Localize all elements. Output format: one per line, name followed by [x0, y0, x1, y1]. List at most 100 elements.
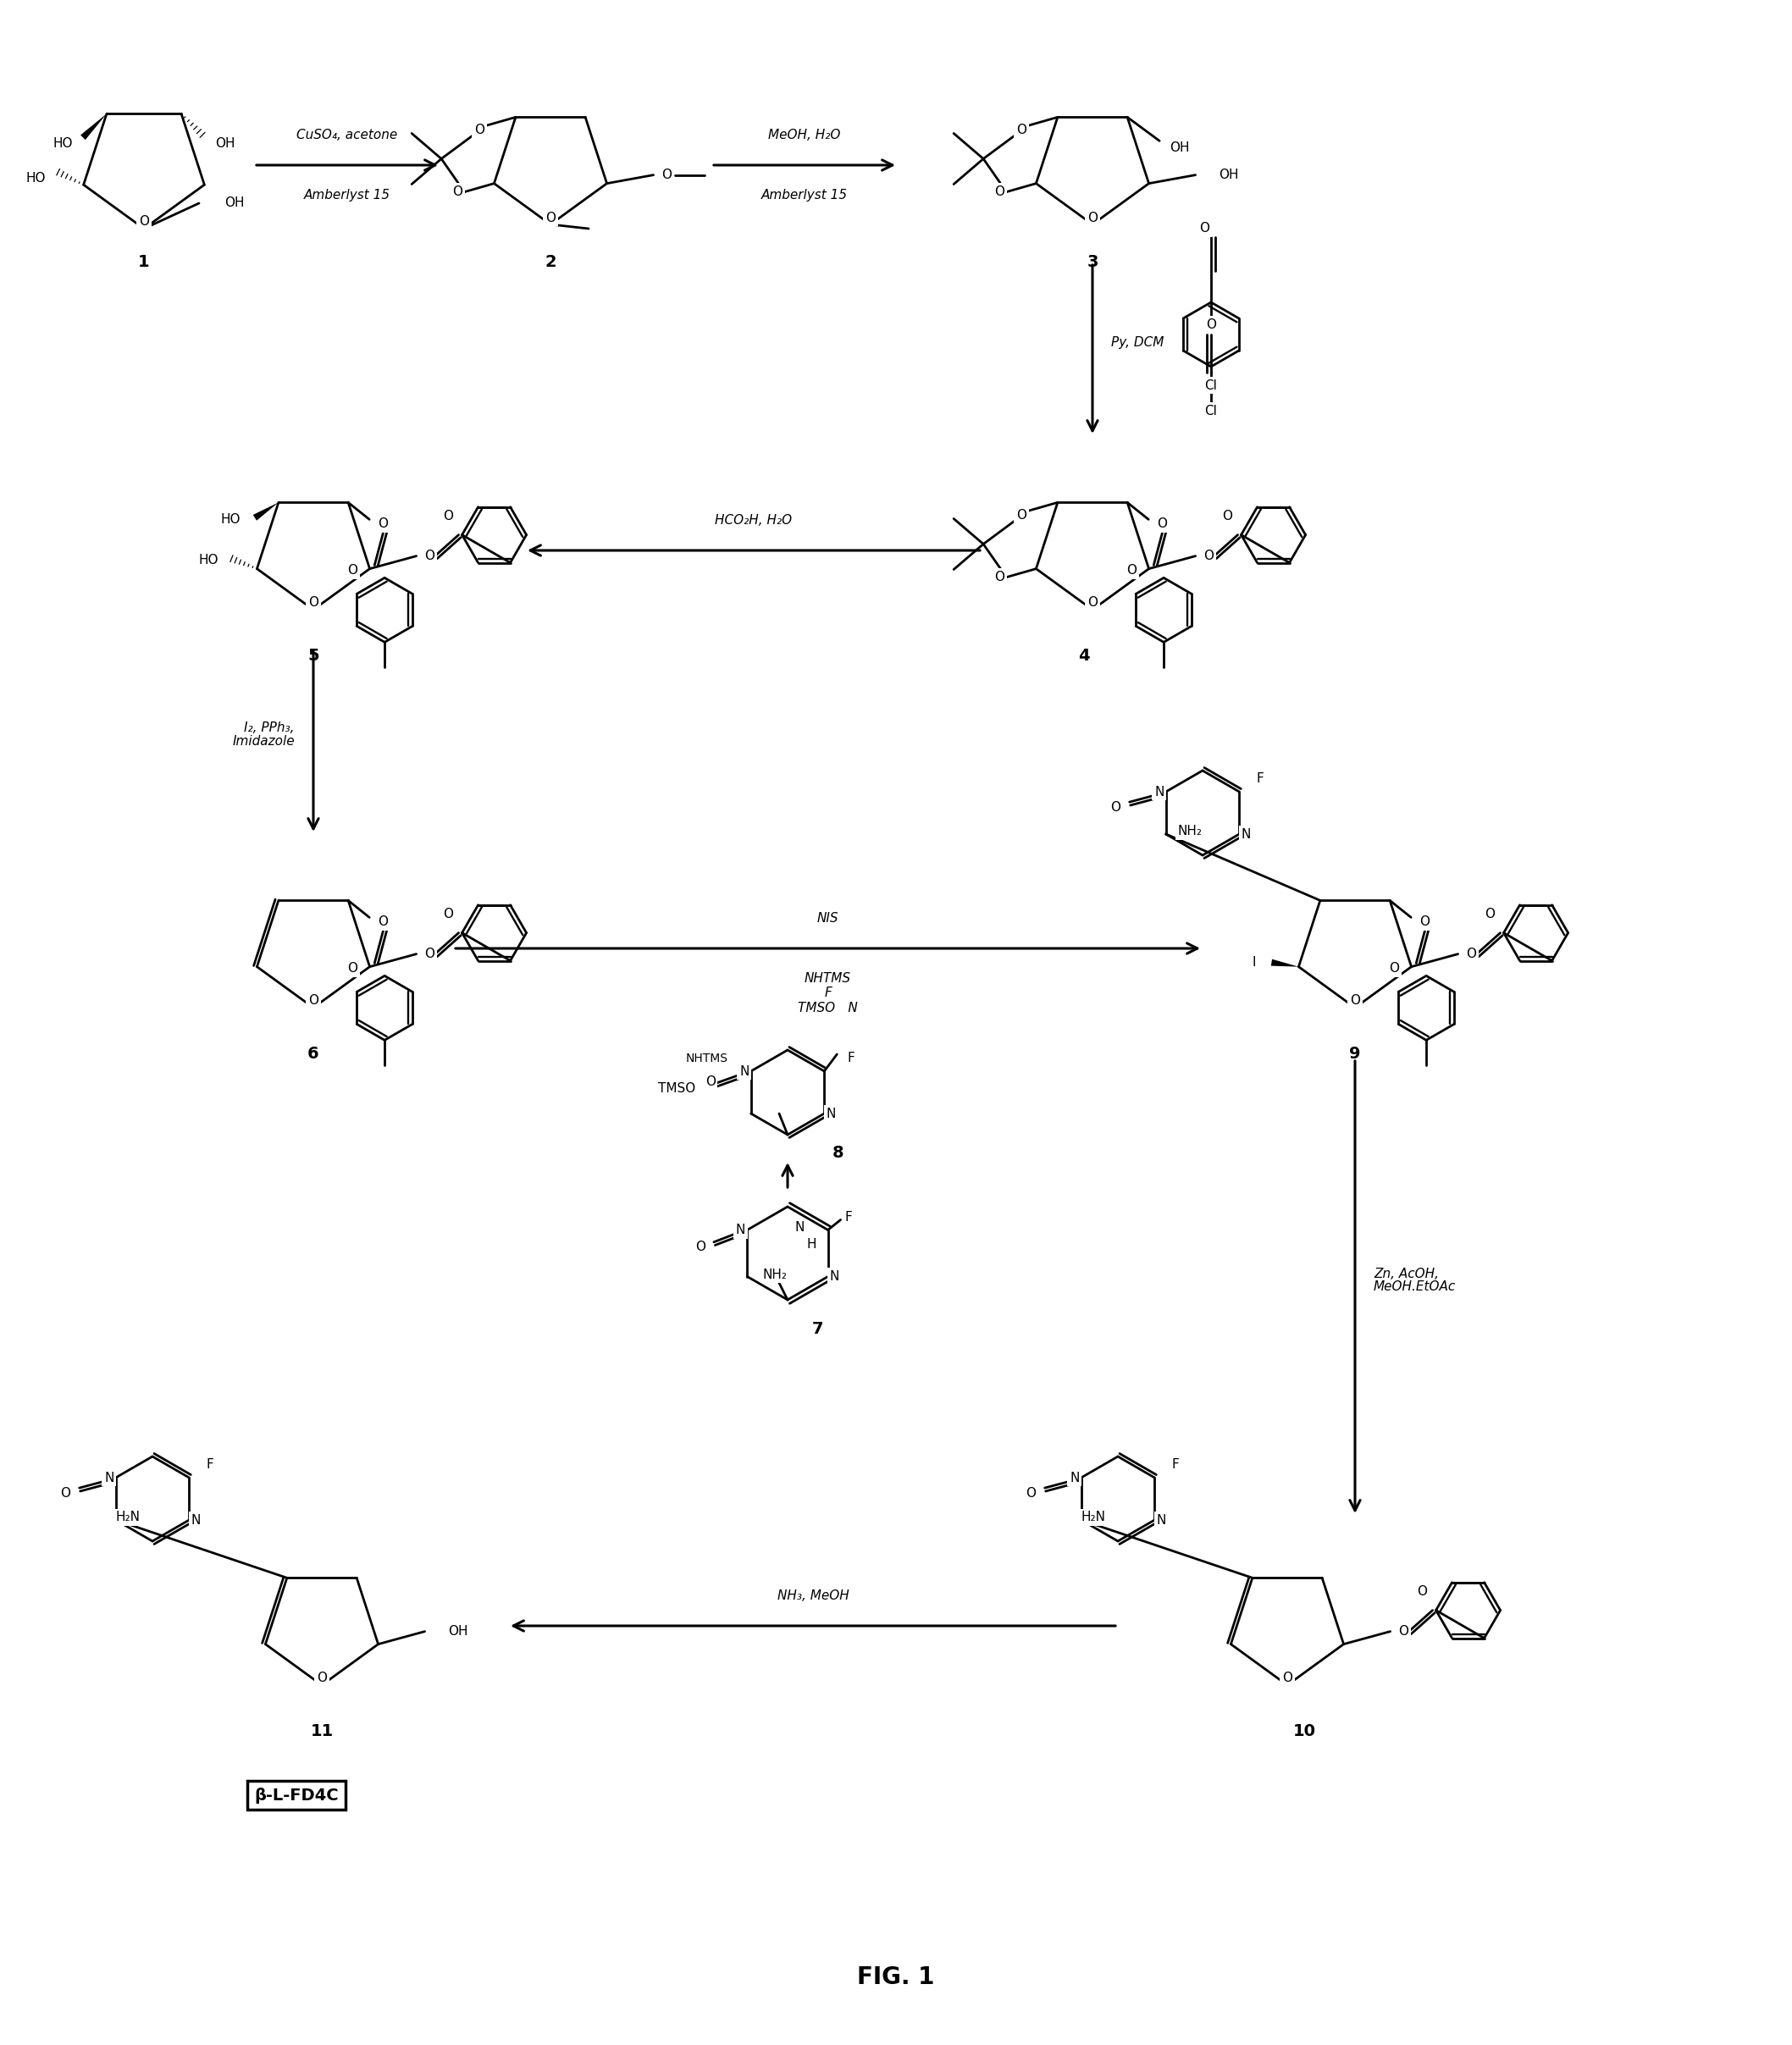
Text: N: N [740, 1065, 749, 1078]
Text: O: O [995, 186, 1005, 198]
Text: 9: 9 [1349, 1045, 1360, 1061]
Text: N: N [104, 1470, 115, 1485]
Text: TMSO: TMSO [658, 1082, 695, 1094]
Text: O: O [378, 916, 389, 928]
Text: N: N [1070, 1470, 1079, 1485]
Text: O: O [425, 947, 435, 961]
Text: 3: 3 [1086, 254, 1098, 270]
Text: O: O [1025, 1487, 1036, 1499]
Text: OH: OH [1170, 141, 1190, 153]
Text: N: N [1154, 785, 1165, 798]
Text: NH₂: NH₂ [1177, 826, 1202, 838]
Text: O: O [317, 1673, 326, 1685]
Text: O: O [661, 168, 672, 182]
Text: O: O [1204, 550, 1213, 562]
Text: OH: OH [1219, 168, 1238, 182]
Text: Cl: Cl [1204, 378, 1217, 393]
Text: FIG. 1: FIG. 1 [857, 1965, 935, 1990]
Text: O: O [1389, 961, 1400, 975]
Text: O: O [348, 564, 358, 577]
Text: Py, DCM: Py, DCM [1111, 337, 1165, 350]
Text: O: O [443, 908, 453, 920]
Text: N: N [1242, 828, 1251, 840]
Text: F: F [1256, 773, 1263, 785]
Text: MeOH, H₂O: MeOH, H₂O [769, 129, 840, 141]
Text: O: O [348, 961, 358, 975]
Text: HO: HO [52, 137, 73, 149]
Text: OH: OH [224, 196, 244, 209]
Text: F: F [1172, 1458, 1179, 1470]
Text: 10: 10 [1292, 1724, 1315, 1740]
Text: O: O [1486, 908, 1495, 920]
Text: O: O [1158, 517, 1167, 530]
Text: N: N [737, 1223, 745, 1237]
Text: N: N [192, 1513, 201, 1526]
Text: O: O [140, 215, 149, 229]
Text: OH: OH [448, 1626, 468, 1638]
Text: NH₃, MeOH: NH₃, MeOH [778, 1589, 849, 1601]
Text: O: O [695, 1241, 706, 1254]
Text: H: H [806, 1239, 815, 1252]
Polygon shape [1271, 959, 1299, 967]
Polygon shape [81, 115, 108, 139]
Text: O: O [1109, 802, 1120, 814]
Text: O: O [1127, 564, 1136, 577]
Text: O: O [995, 571, 1005, 583]
Text: N: N [1156, 1513, 1167, 1526]
Text: F: F [844, 1211, 853, 1223]
Text: O: O [1400, 1626, 1409, 1638]
Text: F: F [206, 1458, 213, 1470]
Text: OH: OH [215, 137, 235, 149]
Text: O: O [1206, 317, 1217, 331]
Text: 5: 5 [308, 648, 319, 665]
Text: 1: 1 [138, 254, 151, 270]
Text: O: O [308, 994, 319, 1008]
Text: O: O [443, 509, 453, 524]
Text: N: N [794, 1221, 805, 1235]
Text: O: O [1417, 1585, 1428, 1597]
Text: NIS: NIS [817, 912, 839, 924]
Text: MeOH.EtOAc: MeOH.EtOAc [1374, 1280, 1455, 1294]
Text: NHTMS
F
TMSO N: NHTMS F TMSO N [797, 971, 858, 1014]
Text: O: O [706, 1076, 715, 1088]
Text: 6: 6 [308, 1045, 319, 1061]
Text: O: O [59, 1487, 70, 1499]
Text: 2: 2 [545, 254, 556, 270]
Text: HO: HO [199, 554, 219, 566]
Text: O: O [453, 186, 462, 198]
Text: Cl: Cl [1204, 405, 1217, 417]
Text: Amberlyst 15: Amberlyst 15 [762, 188, 848, 202]
Text: 7: 7 [812, 1321, 823, 1337]
Text: H₂N: H₂N [115, 1511, 140, 1524]
Text: O: O [475, 123, 484, 137]
Text: 8: 8 [833, 1145, 844, 1162]
Polygon shape [253, 503, 278, 521]
Text: HCO₂H, H₂O: HCO₂H, H₂O [715, 513, 792, 528]
Text: H₂N: H₂N [1081, 1511, 1106, 1524]
Text: Imidazole: Imidazole [233, 734, 294, 746]
Text: N: N [826, 1106, 835, 1121]
Text: I: I [1253, 957, 1256, 969]
Text: N: N [830, 1270, 839, 1282]
Text: 11: 11 [310, 1724, 333, 1740]
Text: O: O [1222, 509, 1233, 524]
Text: NH₂: NH₂ [763, 1268, 787, 1280]
Text: 4: 4 [1079, 648, 1090, 665]
Text: O: O [545, 211, 556, 225]
Text: Amberlyst 15: Amberlyst 15 [305, 188, 391, 202]
Text: O: O [378, 517, 389, 530]
Text: CuSO₄, acetone: CuSO₄, acetone [297, 129, 398, 141]
Text: O: O [308, 597, 319, 609]
Text: β-L-FD4C: β-L-FD4C [254, 1787, 339, 1804]
Text: O: O [1283, 1673, 1292, 1685]
Text: O: O [1016, 123, 1027, 137]
Text: O: O [1199, 223, 1210, 235]
Text: O: O [1088, 211, 1097, 225]
Text: O: O [1088, 597, 1097, 609]
Text: HO: HO [25, 172, 45, 184]
Text: O: O [425, 550, 435, 562]
Text: NHTMS: NHTMS [686, 1053, 728, 1063]
Text: O: O [1419, 916, 1430, 928]
Text: Zn, AcOH,: Zn, AcOH, [1374, 1268, 1439, 1280]
Text: F: F [848, 1051, 855, 1065]
